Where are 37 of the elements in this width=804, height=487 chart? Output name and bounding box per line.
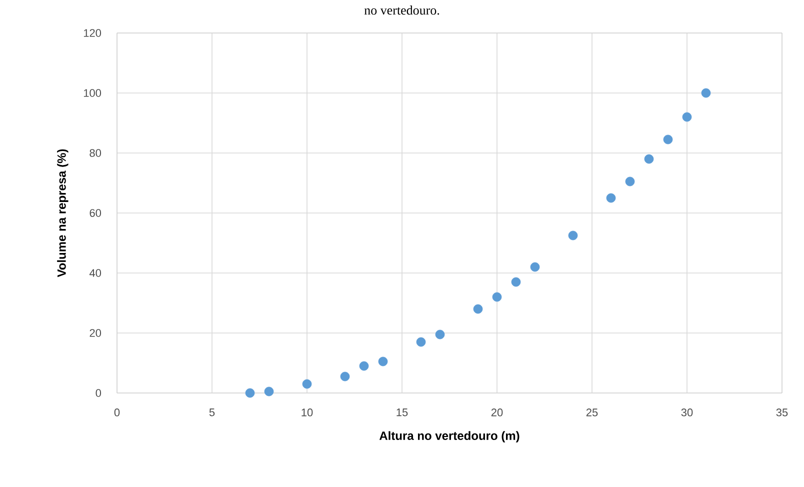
point [625,176,635,186]
text: no vertedouro. [364,6,440,15]
point [340,372,350,382]
point [245,388,255,398]
point [378,356,388,366]
point [359,361,369,371]
point [511,277,521,287]
point [492,292,502,302]
x-tick-label: 5 [209,408,215,416]
y-tick-label: 40 [89,269,102,277]
x-tick-label: 10 [302,408,313,416]
x-tick-label: 25 [586,408,598,416]
point [473,304,483,314]
point [416,337,426,347]
y-tick-label: 100 [84,89,102,97]
y-tick-label: 60 [90,209,102,217]
point [568,230,578,240]
y-tick-label: 80 [90,149,102,157]
x-tick-label: 0 [114,408,120,416]
point [663,134,673,144]
point [606,193,616,203]
y-tick-label: 0 [96,389,102,397]
point [435,330,445,340]
point [682,112,692,122]
point [264,386,274,396]
point [302,379,312,389]
x-axis-title: Altura no vertedouro (m) [379,431,520,442]
y-tick-label: 120 [84,29,102,37]
x-tick-label: 20 [491,408,503,416]
point [701,88,711,98]
point [530,262,540,272]
y-axis-title: Volume na represa (%) [57,149,68,278]
x-tick-label: 35 [776,408,788,416]
x-tick-label: 30 [681,408,693,416]
point [644,154,654,164]
y-tick-label: 20 [90,329,102,337]
x-tick-label: 15 [396,408,408,416]
